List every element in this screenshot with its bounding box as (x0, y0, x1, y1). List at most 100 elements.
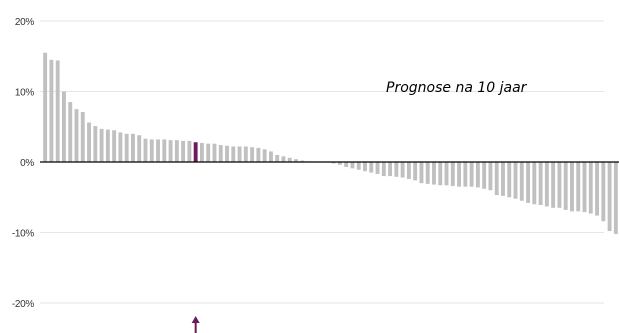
bar (43, 52, 48, 163)
bar (181, 140, 186, 162)
bar (613, 162, 618, 234)
bar (287, 157, 292, 162)
forecast-annotation: Prognose na 10 jaar (386, 80, 528, 96)
bar (149, 139, 154, 162)
bar (168, 140, 173, 163)
bar-series (43, 52, 618, 234)
bar (337, 162, 342, 165)
bar (281, 156, 286, 162)
bar (256, 147, 261, 162)
highlight-arrow-icon (191, 316, 200, 333)
bar (475, 162, 480, 188)
bar (363, 162, 367, 172)
gridlines (40, 20, 604, 304)
bar (607, 162, 612, 232)
bar (482, 162, 487, 189)
bar (162, 139, 167, 162)
bar (62, 91, 66, 162)
bar (394, 162, 399, 177)
bar (350, 162, 355, 169)
bar (563, 162, 568, 210)
bar (275, 154, 280, 162)
bar (331, 162, 336, 164)
bar (538, 162, 543, 205)
bar (262, 149, 267, 162)
bar (156, 139, 160, 162)
bar (294, 159, 298, 162)
bar (87, 122, 91, 162)
bar (425, 162, 430, 184)
bar (105, 129, 110, 162)
bar (49, 59, 54, 162)
bar (300, 160, 305, 162)
bar (544, 162, 549, 207)
bar (225, 145, 229, 162)
bar (588, 162, 593, 214)
bar (187, 140, 192, 162)
bar (494, 162, 499, 196)
y-tick-label: 10% (15, 88, 35, 99)
bar (250, 147, 255, 162)
bar (595, 162, 599, 216)
bar (526, 162, 531, 203)
bar (231, 146, 236, 162)
bar (469, 162, 474, 187)
bar (557, 162, 562, 208)
y-tick-label: -10% (12, 229, 35, 240)
bar (400, 162, 405, 178)
bar (501, 162, 505, 196)
bar (507, 162, 512, 198)
y-tick-label: 20% (15, 17, 35, 28)
bar (413, 162, 418, 181)
bar (432, 162, 436, 185)
bar (212, 143, 217, 162)
bar (131, 133, 135, 162)
bar (174, 140, 179, 163)
bar (218, 145, 223, 162)
arrow-head (191, 316, 200, 323)
bar (513, 162, 518, 199)
bar (206, 143, 211, 162)
bar (444, 162, 449, 186)
bar (124, 133, 129, 162)
y-tick-label: 0% (20, 158, 34, 169)
bar (450, 162, 455, 186)
bar (199, 142, 204, 163)
bar (601, 162, 606, 222)
bar (356, 162, 361, 170)
bar (419, 162, 424, 184)
bar (268, 151, 273, 162)
y-tick-label: -20% (12, 299, 35, 310)
highlighted-bar (193, 142, 198, 162)
bar (99, 128, 104, 162)
bar (438, 162, 443, 186)
bar (112, 130, 117, 162)
bar (118, 132, 123, 162)
bar (532, 162, 537, 205)
bar (80, 111, 85, 162)
bar (406, 162, 411, 179)
bar (93, 126, 98, 162)
bar (143, 138, 148, 162)
bar (74, 109, 79, 163)
bar (369, 162, 374, 173)
bar (519, 162, 524, 201)
bar (551, 162, 556, 208)
bar (344, 162, 349, 167)
bar (237, 146, 242, 162)
bar (137, 135, 142, 162)
bar (55, 60, 60, 163)
bar (381, 162, 386, 177)
bar (570, 162, 574, 212)
bar (488, 162, 493, 191)
bar (388, 162, 393, 177)
bar (375, 162, 380, 174)
bar (463, 162, 468, 187)
bar (576, 162, 581, 212)
y-axis-tick-labels: 20% 10% 0% -10% -20% (12, 17, 35, 310)
bar (457, 162, 462, 187)
bar (68, 102, 73, 162)
bar (582, 162, 587, 213)
bar (243, 146, 248, 162)
